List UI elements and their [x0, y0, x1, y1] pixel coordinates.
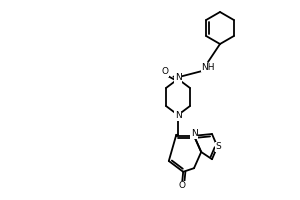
Text: NH: NH [201, 63, 215, 72]
Text: O: O [179, 181, 186, 190]
Text: N: N [190, 129, 197, 138]
Text: N: N [175, 73, 182, 82]
Text: O: O [161, 68, 169, 76]
Text: S: S [215, 142, 221, 151]
Text: N: N [175, 112, 182, 120]
